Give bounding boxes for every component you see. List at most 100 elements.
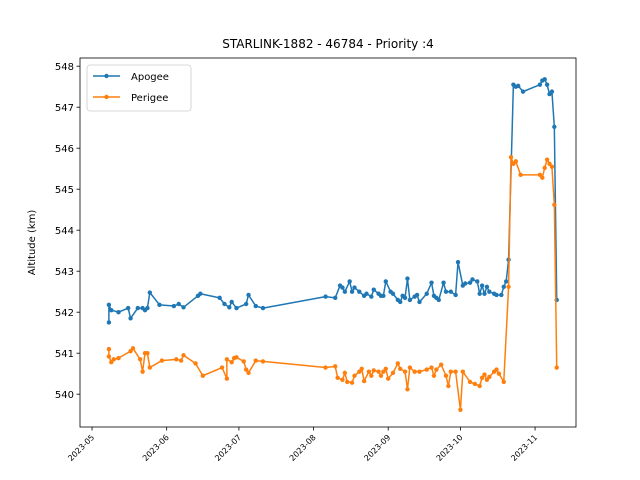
- data-point: [116, 355, 121, 361]
- data-point: [227, 305, 232, 310]
- data-point: [357, 289, 362, 294]
- data-point: [544, 82, 550, 87]
- data-point: [537, 82, 543, 87]
- data-point: [260, 359, 266, 364]
- axes-frame: [79, 57, 577, 428]
- data-point: [234, 355, 239, 360]
- data-point: [128, 316, 133, 321]
- data-point: [506, 284, 511, 289]
- data-point: [340, 285, 345, 290]
- data-point: [229, 360, 234, 365]
- data-point: [364, 291, 369, 296]
- data-point: [181, 353, 186, 358]
- data-point: [335, 375, 340, 380]
- data-point: [472, 381, 478, 387]
- data-point: [229, 299, 234, 305]
- data-point: [537, 172, 543, 178]
- data-point: [219, 365, 225, 370]
- y-tick-label: 544: [55, 226, 74, 237]
- y-tick-label: 543: [55, 267, 74, 278]
- data-point: [224, 357, 230, 362]
- data-point: [157, 302, 162, 308]
- data-point: [145, 351, 150, 356]
- data-point: [463, 281, 468, 286]
- data-point: [549, 164, 555, 169]
- data-point: [453, 369, 458, 374]
- data-point: [383, 279, 388, 284]
- data-point: [434, 367, 439, 372]
- data-point: [109, 307, 114, 313]
- data-point: [366, 369, 372, 374]
- data-point: [176, 301, 181, 307]
- data-point: [106, 320, 112, 325]
- data-point: [516, 83, 521, 89]
- series-perigee: [106, 155, 559, 412]
- data-point: [467, 280, 473, 285]
- data-point: [253, 303, 258, 309]
- y-tick-label: 546: [55, 144, 74, 155]
- data-point: [198, 291, 203, 296]
- data-point: [349, 289, 355, 294]
- data-point: [496, 371, 502, 376]
- data-point: [243, 367, 249, 372]
- data-point: [135, 305, 140, 311]
- data-point: [542, 165, 547, 171]
- data-point: [381, 293, 386, 298]
- y-tick-label: 541: [55, 349, 74, 360]
- data-point: [405, 276, 410, 281]
- data-point: [260, 305, 266, 311]
- data-point: [443, 289, 449, 294]
- data-point: [494, 367, 499, 372]
- data-point: [494, 292, 499, 298]
- data-point: [487, 289, 492, 294]
- data-point: [381, 369, 386, 374]
- data-point: [429, 280, 434, 285]
- data-point: [147, 365, 153, 370]
- data-point: [448, 369, 453, 374]
- data-point: [544, 157, 550, 162]
- data-point: [376, 369, 381, 374]
- data-point: [140, 369, 145, 374]
- data-point: [130, 346, 136, 351]
- data-point: [359, 366, 364, 371]
- data-point: [333, 364, 338, 369]
- data-point: [479, 375, 485, 380]
- data-point: [243, 301, 249, 307]
- data-point: [111, 357, 116, 362]
- data-point: [200, 373, 205, 378]
- data-point: [417, 299, 422, 305]
- data-point: [412, 369, 417, 374]
- data-point: [407, 365, 413, 370]
- data-point: [458, 407, 463, 412]
- data-point: [424, 367, 429, 372]
- legend-item-perigee: Perigee: [93, 93, 168, 104]
- data-point: [390, 370, 396, 376]
- data-point: [106, 302, 112, 308]
- data-point: [395, 361, 401, 366]
- data-point: [446, 383, 451, 389]
- data-point: [383, 366, 388, 371]
- data-point: [547, 161, 552, 166]
- data-point: [385, 376, 391, 381]
- legend-swatch-marker: [104, 94, 109, 100]
- y-tick-label: 542: [55, 308, 74, 319]
- data-point: [460, 369, 466, 374]
- data-point: [222, 301, 227, 307]
- data-point: [552, 124, 557, 130]
- data-point: [467, 379, 473, 385]
- data-point: [424, 291, 429, 296]
- data-point: [224, 376, 230, 381]
- y-axis-label: Altitude (km): [27, 210, 38, 276]
- data-point: [193, 361, 198, 366]
- data-point: [448, 289, 453, 294]
- data-point: [402, 369, 408, 374]
- data-point: [159, 358, 165, 363]
- data-point: [398, 299, 403, 305]
- data-point: [455, 259, 461, 265]
- data-point: [438, 362, 444, 367]
- data-point: [501, 284, 506, 289]
- data-point: [241, 359, 246, 364]
- data-point: [441, 280, 446, 285]
- data-point: [378, 373, 384, 378]
- data-point: [479, 283, 485, 288]
